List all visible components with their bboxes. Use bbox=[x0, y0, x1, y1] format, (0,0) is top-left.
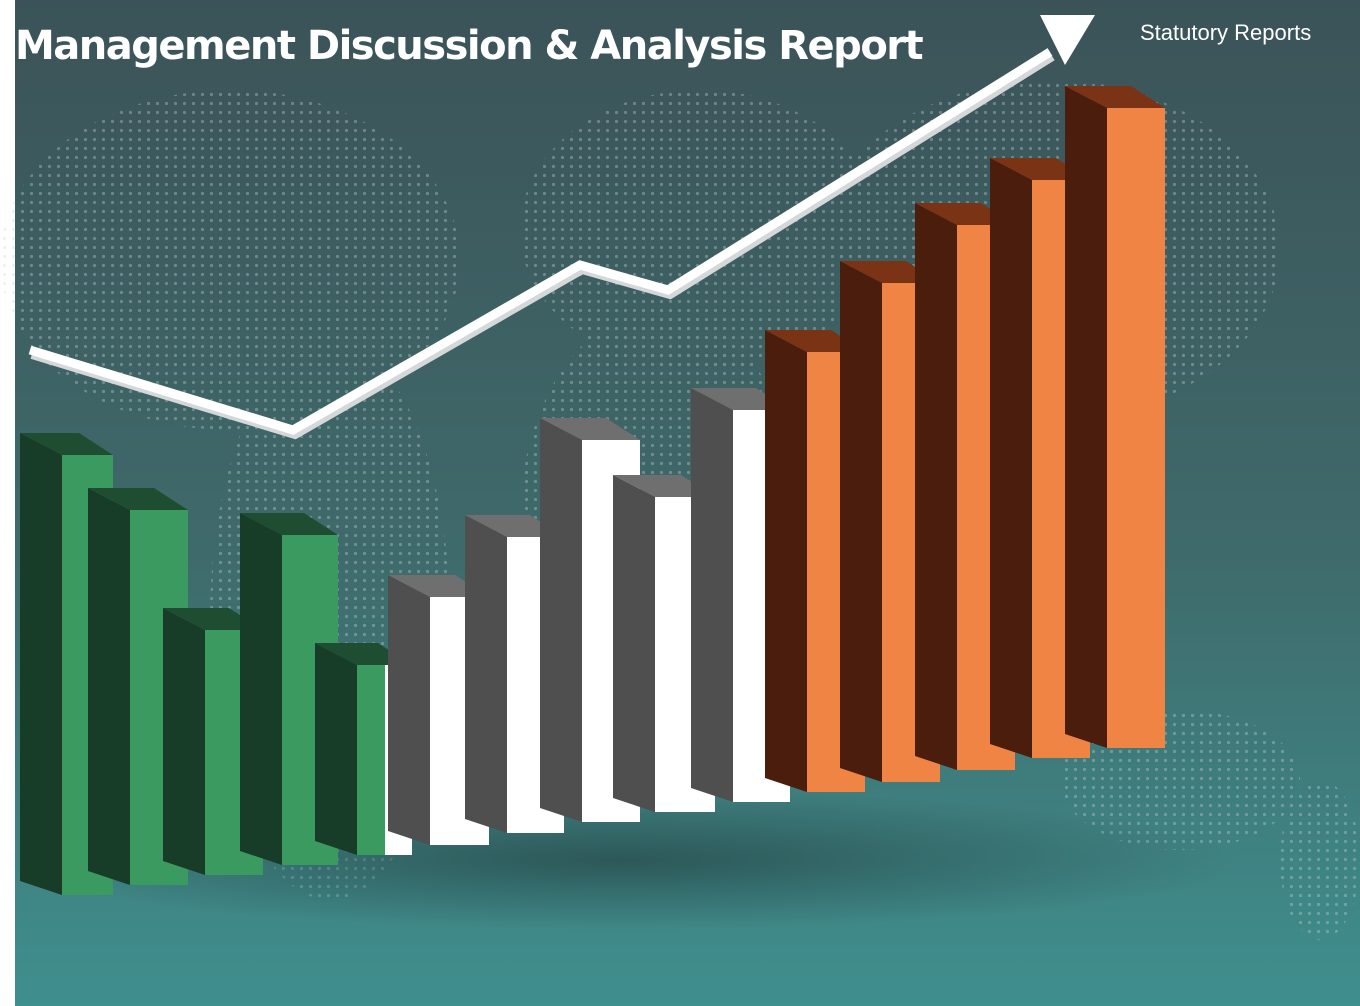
bar-side bbox=[20, 433, 62, 895]
bar-side bbox=[540, 418, 582, 822]
bar-side bbox=[915, 203, 957, 770]
bar-top bbox=[1065, 86, 1165, 108]
bar-side bbox=[315, 643, 357, 855]
bar-side bbox=[88, 488, 130, 885]
bar-top bbox=[163, 608, 263, 630]
bar-top bbox=[240, 513, 338, 535]
bar-side bbox=[840, 261, 882, 782]
bar-top bbox=[88, 488, 188, 510]
bar-side bbox=[691, 388, 733, 802]
map-continent bbox=[1280, 780, 1360, 940]
bar-top bbox=[613, 475, 715, 497]
bar-side bbox=[240, 513, 282, 865]
arrow-head bbox=[1040, 15, 1095, 65]
page-title: Management Discussion & Analysis Report bbox=[15, 23, 924, 69]
bar-top bbox=[20, 433, 113, 455]
bar-side bbox=[388, 575, 430, 845]
bar-top bbox=[465, 515, 564, 537]
arrow-line bbox=[28, 48, 1053, 435]
map-continent bbox=[520, 90, 880, 370]
bar-top bbox=[540, 418, 640, 440]
bar-top bbox=[315, 643, 412, 665]
bar-front bbox=[1107, 108, 1165, 748]
bar-top bbox=[388, 575, 489, 597]
bar-side bbox=[465, 515, 507, 833]
section-label: Statutory Reports bbox=[1140, 20, 1311, 45]
trend-arrow bbox=[28, 15, 1095, 440]
bar-side bbox=[765, 330, 807, 792]
bar-illustration bbox=[20, 86, 1165, 895]
bar-front bbox=[357, 665, 385, 855]
bar-side bbox=[990, 158, 1032, 758]
bar-side bbox=[1065, 86, 1107, 748]
bar-side bbox=[163, 608, 205, 875]
bar-side bbox=[613, 475, 655, 812]
